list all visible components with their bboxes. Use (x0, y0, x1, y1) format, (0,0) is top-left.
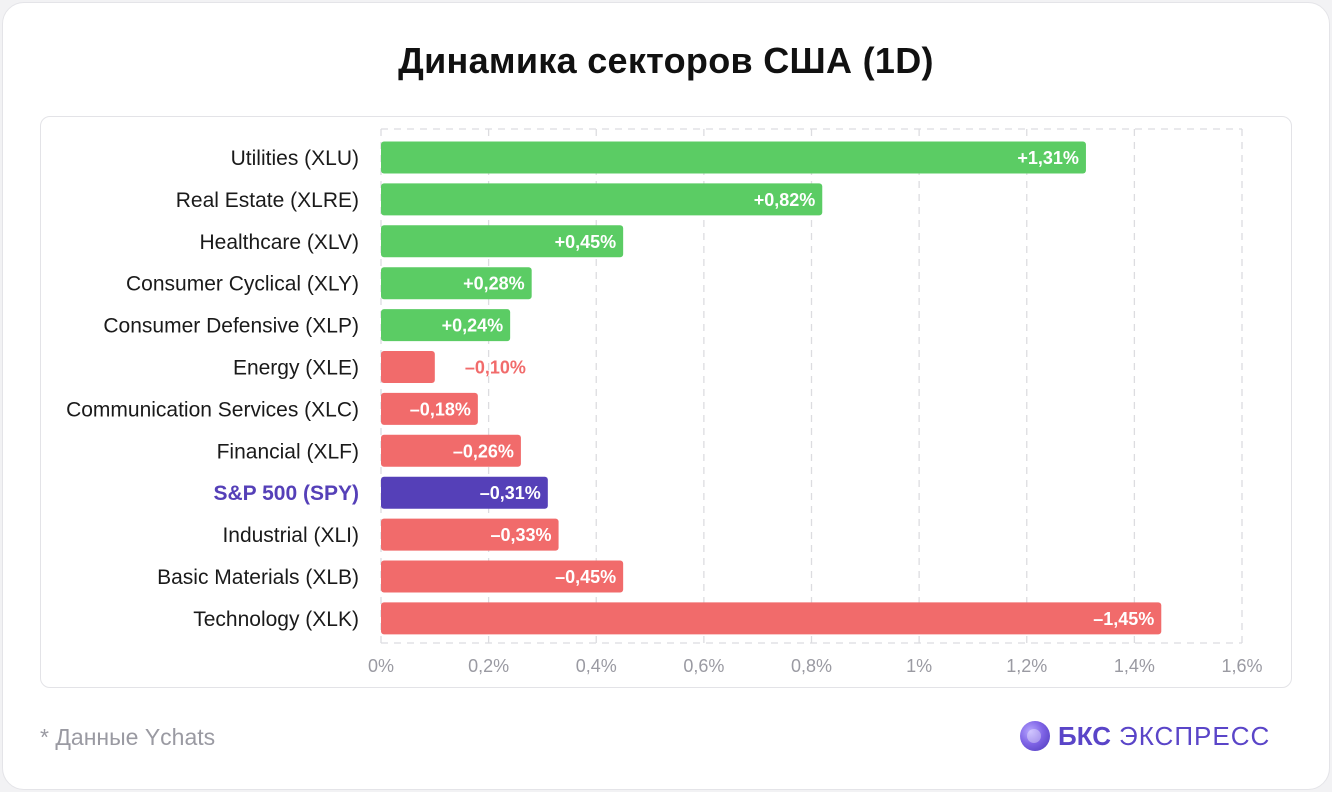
bar-value-label: +0,82% (754, 190, 816, 210)
category-label: Financial (XLF) (217, 440, 359, 463)
brand-logo: БКС ЭКСПРЕСС (1020, 718, 1270, 754)
category-label: Consumer Defensive (XLP) (103, 315, 359, 338)
brand-name-bold: БКС (1058, 720, 1111, 751)
x-tick-label: 0,2% (468, 656, 509, 676)
category-label: Basic Materials (XLB) (157, 566, 359, 589)
bar-value-label: –1,45% (1093, 609, 1154, 629)
grid-lines (380, 128, 1243, 644)
bar-value-label: –0,18% (410, 399, 471, 419)
x-tick-label: 1,2% (1006, 656, 1047, 676)
bar-value-label: –0,31% (480, 483, 541, 503)
bar (381, 560, 624, 593)
bar (381, 141, 1086, 174)
bar (381, 351, 435, 383)
category-label: Healthcare (XLV) (199, 231, 359, 254)
category-label: S&P 500 (SPY) (213, 482, 359, 505)
brand-name-light: ЭКСПРЕСС (1119, 720, 1271, 751)
category-label: Consumer Cyclical (XLY) (126, 273, 359, 296)
bar-value-label: +1,31% (1017, 148, 1079, 168)
bars: +1,31% +0,82% +0,45% +0,28% +0,24% –0,10% –0,1… (381, 141, 1162, 635)
category-label: Energy (XLE) (233, 357, 359, 380)
category-label: Industrial (XLI) (222, 524, 359, 547)
bar (381, 518, 559, 551)
category-label: Communication Services (XLC) (66, 398, 359, 421)
x-axis-tick-labels: 0% 0,2% 0,4% 0,6% 0,8% 1% 1,2% 1,4% 1,6% (368, 656, 1263, 676)
bar-value-label: –0,10% (465, 358, 526, 378)
footnote: * Данные Ychats (40, 724, 216, 750)
bar-value-label: +0,28% (463, 274, 525, 294)
bar (381, 309, 511, 342)
bar (381, 392, 478, 425)
category-labels: Utilities (XLU) Real Estate (XLRE) Healthc… (66, 147, 359, 631)
x-tick-label: 0,4% (576, 656, 617, 676)
category-label: Real Estate (XLRE) (176, 189, 359, 212)
x-tick-label: 1% (906, 656, 932, 676)
bar-value-label: –0,45% (555, 567, 616, 587)
x-tick-label: 0% (368, 656, 394, 676)
x-tick-label: 1,6% (1221, 656, 1262, 676)
chart-title: Динамика секторов США (1D) (398, 40, 934, 81)
bar (381, 225, 624, 258)
bar (381, 476, 548, 509)
bar (381, 434, 521, 467)
bar (381, 602, 1162, 635)
bar-value-label: +0,24% (442, 316, 504, 336)
category-label: Technology (XLK) (193, 608, 359, 631)
bar-value-label: –0,26% (453, 441, 514, 461)
x-tick-label: 1,4% (1114, 656, 1155, 676)
x-tick-label: 0,6% (683, 656, 724, 676)
bar-value-label: –0,33% (491, 525, 552, 545)
x-tick-label: 0,8% (791, 656, 832, 676)
bks-logo-icon (1020, 721, 1050, 751)
bar (381, 183, 823, 216)
bar (381, 267, 532, 300)
category-label: Utilities (XLU) (231, 147, 359, 170)
bar-value-label: +0,45% (555, 232, 617, 252)
